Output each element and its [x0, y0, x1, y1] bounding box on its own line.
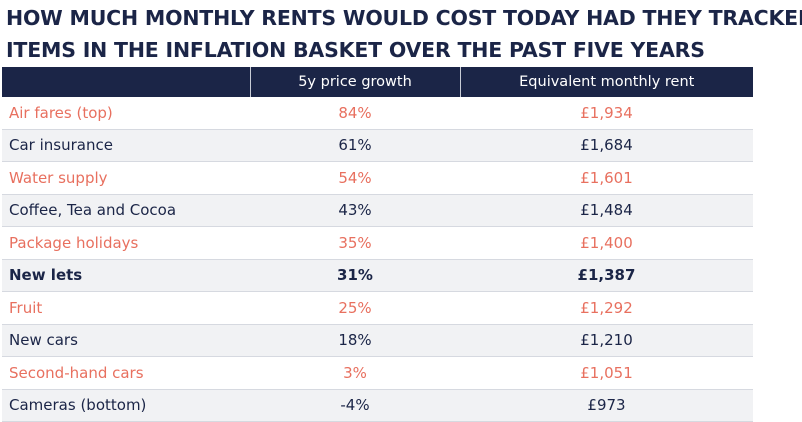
row-price-growth: 18%	[250, 324, 460, 357]
row-price-growth: 84%	[250, 97, 460, 130]
row-monthly-rent: £973	[460, 389, 753, 422]
row-monthly-rent: £1,210	[460, 324, 753, 357]
row-price-growth: 31%	[250, 259, 460, 292]
row-item-name: Cameras (bottom)	[2, 389, 250, 422]
rent-comparison-table: 5y price growth Equivalent monthly rent …	[2, 67, 753, 422]
table-row: Second-hand cars 3% £1,051	[2, 356, 753, 390]
row-monthly-rent: £1,400	[460, 226, 753, 260]
row-monthly-rent: £1,484	[460, 194, 753, 227]
title-line-2: ITEMS IN THE INFLATION BASKET OVER THE P…	[6, 38, 705, 62]
row-price-growth: 54%	[250, 161, 460, 195]
row-monthly-rent: £1,934	[460, 97, 753, 130]
header-item	[2, 67, 250, 97]
row-item-name: New cars	[2, 324, 250, 357]
table-row: New lets 31% £1,387	[2, 259, 753, 292]
table-row: Fruit 25% £1,292	[2, 291, 753, 325]
header-monthly-rent: Equivalent monthly rent	[459, 67, 753, 97]
table-row: Package holidays 35% £1,400	[2, 226, 753, 260]
row-price-growth: 25%	[250, 291, 460, 325]
row-monthly-rent: £1,292	[460, 291, 753, 325]
row-item-name: Car insurance	[2, 129, 250, 162]
row-monthly-rent: £1,051	[460, 356, 753, 390]
header-row: 5y price growth Equivalent monthly rent	[2, 67, 753, 97]
row-monthly-rent: £1,601	[460, 161, 753, 195]
title-line-1: HOW MUCH MONTHLY RENTS WOULD COST TODAY …	[6, 6, 802, 30]
table-header: 5y price growth Equivalent monthly rent	[2, 67, 753, 97]
row-price-growth: 3%	[250, 356, 460, 390]
table-body: Air fares (top) 84% £1,934 Car insurance 61%…	[2, 97, 753, 422]
row-item-name: New lets	[2, 259, 250, 292]
row-price-growth: 35%	[250, 226, 460, 260]
table-row: Coffee, Tea and Cocoa 43% £1,484	[2, 194, 753, 227]
row-price-growth: 43%	[250, 194, 460, 227]
row-item-name: Coffee, Tea and Cocoa	[2, 194, 250, 227]
table-row: Car insurance 61% £1,684	[2, 129, 753, 162]
table-row: Water supply 54% £1,601	[2, 161, 753, 195]
row-item-name: Second-hand cars	[2, 356, 250, 390]
table-row: Cameras (bottom) -4% £973	[2, 389, 753, 422]
row-item-name: Package holidays	[2, 226, 250, 260]
table-row: Air fares (top) 84% £1,934	[2, 97, 753, 130]
page-title: HOW MUCH MONTHLY RENTS WOULD COST TODAY …	[6, 2, 802, 66]
row-price-growth: -4%	[250, 389, 460, 422]
header-price-growth: 5y price growth	[249, 67, 460, 97]
row-item-name: Fruit	[2, 291, 250, 325]
table-row: New cars 18% £1,210	[2, 324, 753, 357]
row-monthly-rent: £1,387	[460, 259, 753, 292]
row-price-growth: 61%	[250, 129, 460, 162]
row-item-name: Air fares (top)	[2, 97, 250, 130]
row-monthly-rent: £1,684	[460, 129, 753, 162]
row-item-name: Water supply	[2, 161, 250, 195]
